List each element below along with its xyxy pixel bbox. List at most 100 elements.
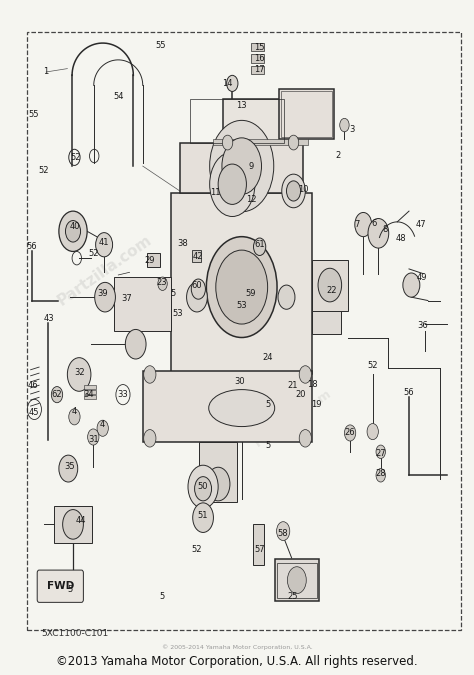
Bar [312, 260, 348, 310]
Text: 38: 38 [177, 239, 188, 248]
Circle shape [355, 213, 372, 237]
Circle shape [193, 503, 213, 533]
Text: 10: 10 [298, 185, 308, 194]
Text: 52: 52 [71, 153, 81, 162]
Bar [213, 139, 308, 144]
Text: 31: 31 [88, 435, 99, 444]
Bar [190, 99, 284, 142]
Text: 9: 9 [248, 161, 254, 171]
Text: 27: 27 [375, 449, 386, 458]
Circle shape [282, 174, 305, 208]
Text: 54: 54 [113, 92, 124, 101]
Text: 8: 8 [383, 225, 388, 234]
Circle shape [187, 282, 207, 312]
Text: 15: 15 [255, 43, 265, 51]
Circle shape [299, 429, 311, 447]
Text: 48: 48 [396, 234, 406, 242]
Text: 52: 52 [367, 361, 378, 370]
Text: 35: 35 [64, 462, 75, 471]
Bar [54, 506, 92, 543]
Text: 12: 12 [246, 195, 256, 205]
Text: 34: 34 [83, 390, 94, 399]
Circle shape [218, 164, 246, 205]
Circle shape [144, 429, 156, 447]
Text: 5: 5 [67, 585, 73, 594]
Circle shape [278, 285, 295, 309]
Circle shape [59, 211, 87, 252]
Circle shape [242, 285, 259, 309]
Text: 32: 32 [74, 368, 84, 377]
Circle shape [67, 358, 91, 391]
Bar [251, 43, 264, 51]
Text: 5XC1100-C101: 5XC1100-C101 [41, 629, 109, 638]
Circle shape [222, 135, 233, 150]
FancyBboxPatch shape [37, 570, 83, 602]
Circle shape [65, 221, 81, 242]
Bar [115, 277, 171, 331]
Text: 16: 16 [255, 54, 265, 63]
Text: 6: 6 [371, 219, 376, 227]
Circle shape [206, 237, 277, 338]
Text: 30: 30 [234, 377, 245, 385]
Circle shape [158, 277, 167, 290]
Circle shape [227, 76, 238, 92]
Ellipse shape [209, 389, 275, 427]
Bar [171, 193, 312, 375]
Circle shape [277, 522, 290, 541]
Text: 55: 55 [155, 40, 166, 49]
Bar [251, 66, 264, 74]
Circle shape [368, 219, 389, 248]
Text: 11: 11 [210, 188, 221, 198]
Text: 53: 53 [173, 309, 183, 319]
Bar [84, 390, 96, 394]
Circle shape [367, 423, 378, 439]
Text: 5: 5 [265, 441, 270, 450]
Text: Partzilla.com: Partzilla.com [55, 232, 155, 308]
Circle shape [63, 510, 83, 539]
Circle shape [222, 138, 262, 194]
Text: 51: 51 [198, 511, 208, 520]
Bar [181, 142, 303, 193]
Bar [223, 99, 298, 142]
Circle shape [210, 152, 255, 217]
Text: 4: 4 [100, 421, 105, 429]
Text: 22: 22 [326, 286, 337, 295]
Circle shape [286, 181, 301, 201]
Text: 50: 50 [198, 482, 208, 491]
Bar [312, 273, 341, 334]
Text: 18: 18 [307, 380, 318, 389]
Text: 37: 37 [121, 294, 132, 303]
Text: 28: 28 [375, 469, 386, 478]
Bar [146, 254, 160, 267]
Text: 5: 5 [159, 592, 164, 601]
Bar [281, 92, 332, 137]
Text: 19: 19 [311, 400, 321, 409]
Circle shape [191, 279, 205, 299]
Text: 42: 42 [193, 252, 204, 261]
Circle shape [51, 387, 63, 403]
Circle shape [299, 366, 311, 383]
Text: Partzilla.com: Partzilla.com [253, 387, 335, 450]
Text: 3: 3 [350, 125, 355, 134]
Text: 39: 39 [97, 290, 108, 298]
Bar [84, 385, 96, 389]
Bar [84, 396, 96, 400]
Text: 23: 23 [156, 278, 167, 287]
Text: 56: 56 [27, 242, 37, 251]
Text: 2: 2 [336, 151, 341, 161]
Text: ©2013 Yamaha Motor Corporation, U.S.A. All rights reserved.: ©2013 Yamaha Motor Corporation, U.S.A. A… [56, 655, 418, 668]
Text: 49: 49 [417, 273, 427, 281]
Text: © 2005-2014 Yamaha Motor Corporation, U.S.A.: © 2005-2014 Yamaha Motor Corporation, U.… [162, 644, 312, 649]
Text: FWD: FWD [46, 581, 74, 591]
Text: 33: 33 [118, 390, 128, 399]
Text: 20: 20 [296, 390, 306, 399]
Circle shape [287, 567, 306, 593]
Circle shape [195, 477, 211, 501]
Text: 58: 58 [278, 529, 289, 538]
Circle shape [97, 420, 109, 436]
Text: 46: 46 [28, 381, 39, 390]
Text: 21: 21 [287, 381, 298, 390]
Text: 59: 59 [245, 290, 255, 298]
Circle shape [254, 238, 266, 256]
Text: © Partzilla.com: © Partzilla.com [200, 121, 274, 178]
